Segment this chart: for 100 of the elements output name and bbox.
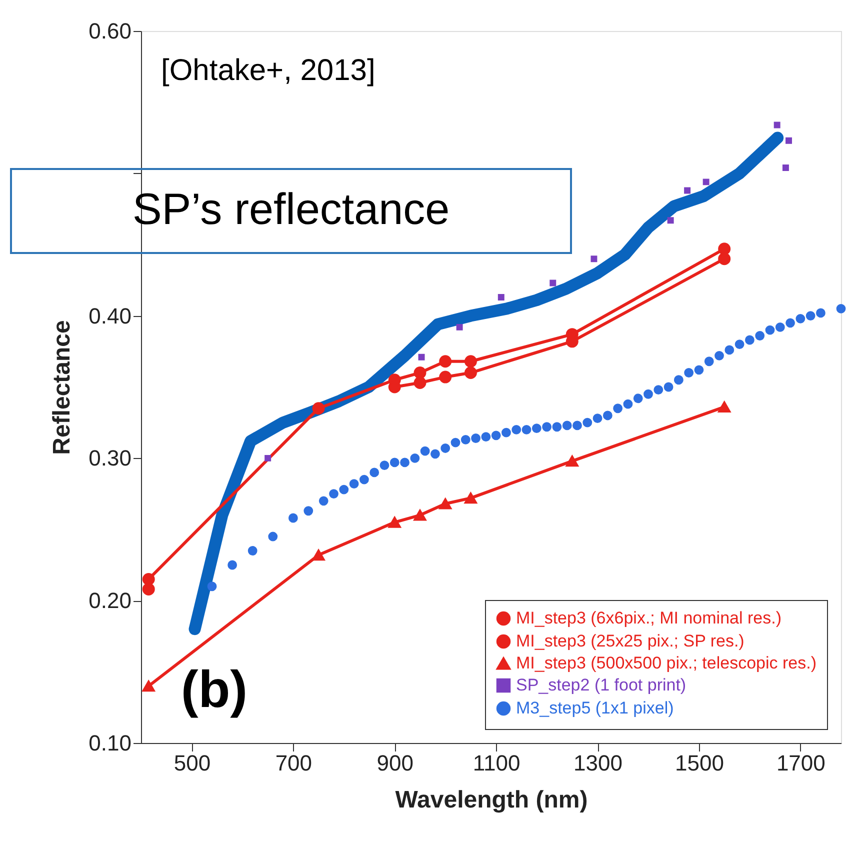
y-tick-label: 0.40: [88, 303, 132, 328]
point: [439, 355, 452, 368]
x-tick-label: 1300: [574, 750, 622, 776]
point: [370, 468, 380, 478]
x-tick-label: 900: [376, 750, 414, 776]
point: [329, 489, 338, 498]
point: [456, 324, 463, 330]
annotation: (b): [181, 661, 248, 719]
point: [644, 389, 653, 399]
point: [718, 242, 731, 256]
point: [498, 294, 504, 301]
point: [312, 402, 325, 415]
point: [522, 425, 532, 434]
point: [380, 460, 390, 470]
point: [765, 325, 775, 335]
point: [782, 164, 789, 171]
point: [439, 498, 452, 510]
point: [674, 375, 684, 385]
point: [388, 516, 401, 528]
point: [724, 345, 734, 355]
point: [359, 474, 369, 484]
y-tick-label: 0.30: [88, 446, 132, 471]
point: [786, 137, 792, 144]
point: [744, 335, 754, 345]
point: [714, 350, 724, 360]
x-tick-label: 1500: [674, 750, 724, 776]
point: [562, 420, 572, 430]
point: [502, 428, 511, 438]
point: [142, 582, 155, 596]
point: [264, 454, 272, 462]
legend-label: MI_step3 (6x6pix.; MI nominal res.): [516, 608, 782, 628]
point: [471, 434, 480, 443]
point: [566, 456, 578, 467]
x-tick-label: 500: [174, 750, 211, 776]
point: [582, 418, 592, 428]
point: [440, 444, 450, 453]
x-tick-label: 700: [275, 750, 312, 776]
point: [774, 122, 780, 128]
point: [796, 314, 806, 324]
point: [491, 430, 501, 440]
legend-label: SP_step2 (1 foot print): [516, 676, 686, 694]
point: [734, 340, 744, 349]
point: [288, 513, 298, 523]
point: [590, 256, 598, 262]
point: [704, 356, 714, 366]
point: [312, 549, 325, 561]
point: [836, 304, 846, 314]
point: [464, 492, 477, 504]
point: [806, 311, 816, 320]
point: [450, 438, 460, 448]
point: [542, 422, 552, 432]
point: [718, 401, 731, 412]
point: [142, 680, 155, 692]
legend-label: MI_step3 (25x25 pix.; SP res.): [516, 632, 744, 650]
legend-label: MI_step3 (500x500 pix.; telescopic res.): [516, 654, 816, 672]
point: [816, 308, 826, 318]
x-tick-label: 1100: [472, 750, 520, 776]
legend-label: M3_step5 (1x1 pixel): [516, 698, 674, 718]
point: [786, 318, 795, 328]
point: [572, 420, 582, 430]
point: [349, 479, 359, 489]
point: [414, 376, 426, 389]
point: [142, 573, 155, 586]
y-tick-label: 0.20: [88, 588, 132, 614]
point: [207, 582, 217, 592]
point: [410, 454, 420, 463]
point: [318, 496, 328, 506]
point: [414, 510, 426, 521]
point: [532, 424, 542, 433]
point: [602, 410, 612, 420]
point: [268, 532, 278, 542]
point: [339, 484, 349, 494]
annotation: [Ohtake+, 2013]: [161, 54, 376, 87]
point: [512, 425, 522, 434]
point: [400, 458, 410, 468]
y-tick-label: 0.10: [88, 730, 132, 756]
point: [414, 366, 426, 379]
point: [755, 331, 765, 340]
y-axis-title: Reflectance: [48, 320, 76, 455]
point: [228, 560, 238, 570]
point: [464, 366, 477, 379]
point: [418, 354, 425, 360]
point: [613, 404, 623, 414]
point: [430, 449, 440, 459]
point: [702, 178, 710, 186]
y-tick-label: 0.60: [88, 18, 132, 44]
point: [390, 458, 400, 468]
point: [550, 280, 556, 286]
point: [481, 432, 491, 442]
point: [684, 187, 691, 194]
point: [552, 422, 562, 432]
point: [592, 414, 602, 424]
point: [775, 322, 785, 332]
point: [439, 370, 452, 384]
point: [460, 434, 470, 444]
x-tick-label: 1700: [776, 750, 826, 776]
point: [718, 252, 731, 266]
x-axis-title: Wavelength (nm): [395, 786, 588, 814]
point: [304, 506, 314, 516]
point: [420, 446, 430, 456]
